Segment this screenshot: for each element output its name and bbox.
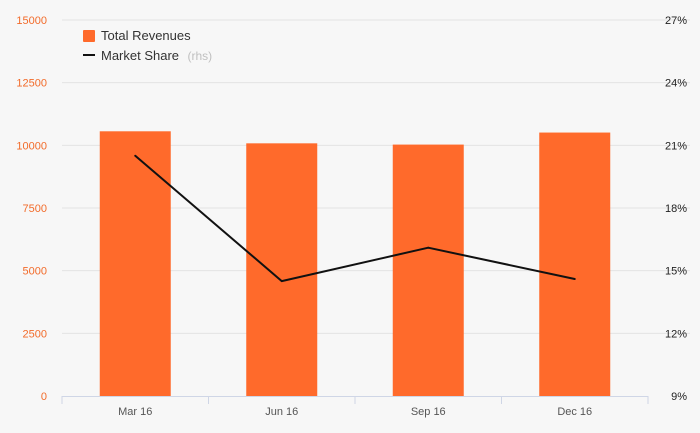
left-tick-label: 2500 xyxy=(23,328,47,340)
right-tick-label: 12% xyxy=(665,328,687,340)
market-share-point xyxy=(427,246,430,249)
left-tick-label: 5000 xyxy=(23,266,47,278)
revenue-bar xyxy=(392,144,464,396)
right-tick-label: 9% xyxy=(671,391,687,403)
x-tick-label: Jun 16 xyxy=(265,406,298,418)
x-tick-label: Mar 16 xyxy=(118,406,152,418)
left-axis-ticks: 0 2500 5000 7500 10000 12500 15000 xyxy=(16,15,47,403)
revenue-bar xyxy=(246,143,318,396)
left-tick-label: 10000 xyxy=(16,140,47,152)
left-tick-label: 12500 xyxy=(16,78,47,90)
legend: Total Revenues Market Share (rhs) xyxy=(83,28,212,64)
market-share-line xyxy=(134,155,575,283)
right-tick-label: 18% xyxy=(665,203,687,215)
legend-label-total-revenues: Total Revenues xyxy=(101,28,191,43)
right-tick-label: 24% xyxy=(665,78,687,90)
market-share-line-group xyxy=(134,154,576,283)
revenue-bars xyxy=(99,131,611,397)
market-share-point xyxy=(280,280,283,283)
x-axis: Mar 16 Jun 16 Sep 16 Dec 16 xyxy=(61,396,649,418)
legend-market-share-name: Market Share xyxy=(101,48,179,63)
right-tick-label: 15% xyxy=(665,266,687,278)
left-tick-label: 0 xyxy=(41,391,47,403)
right-tick-label: 21% xyxy=(665,140,687,152)
legend-swatch-total-revenues xyxy=(83,30,95,42)
right-axis-ticks: 9% 12% 15% 18% 21% 24% 27% xyxy=(665,15,687,403)
x-tick-label: Sep 16 xyxy=(411,406,446,418)
market-share-point xyxy=(134,154,137,157)
left-tick-label: 15000 xyxy=(16,15,47,27)
revenue-bar xyxy=(539,132,611,397)
legend-market-share-suffix: (rhs) xyxy=(188,49,213,63)
market-share-point xyxy=(573,278,576,281)
right-tick-label: 27% xyxy=(665,15,687,27)
left-tick-label: 7500 xyxy=(23,203,47,215)
revenue-bar xyxy=(99,131,171,396)
x-tick-label: Dec 16 xyxy=(557,406,592,418)
legend-label-market-share: Market Share (rhs) xyxy=(101,47,212,64)
